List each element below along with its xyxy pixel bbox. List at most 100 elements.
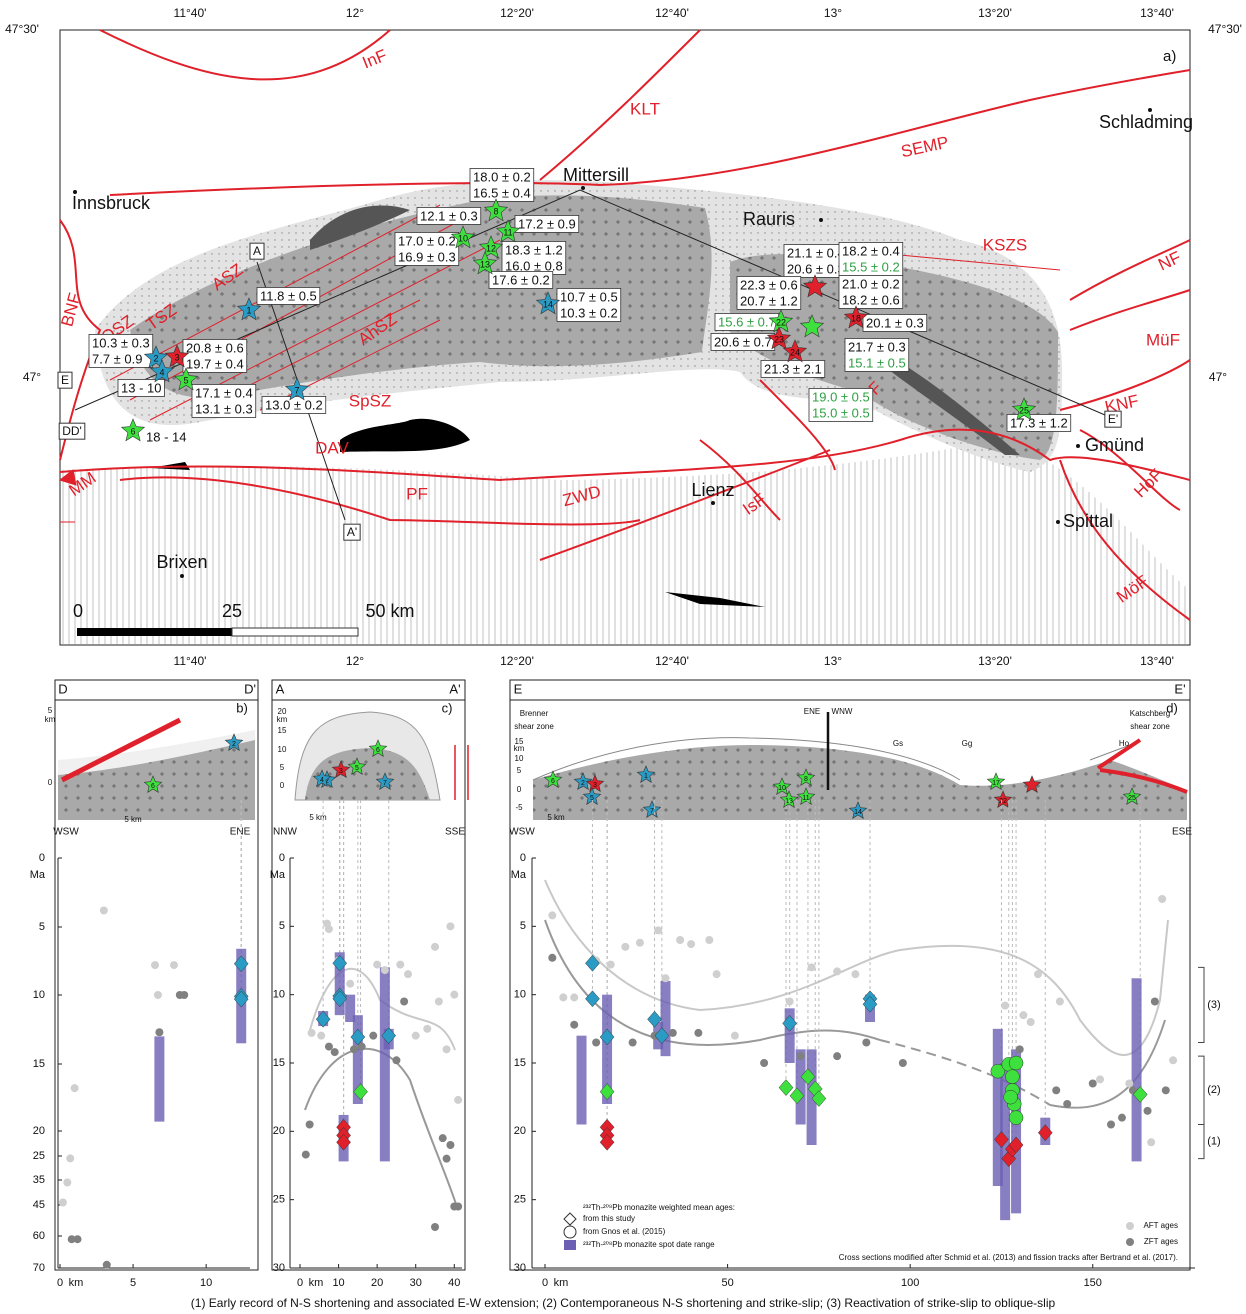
y-tick-label: 0 bbox=[279, 852, 285, 864]
age-label: 17.6 ± 0.2 bbox=[488, 271, 554, 289]
aft-age bbox=[1169, 1056, 1178, 1065]
aft-age bbox=[99, 906, 108, 915]
direction-label: WSW bbox=[509, 827, 535, 838]
aft-age bbox=[635, 938, 644, 947]
panel-header: A bbox=[276, 681, 285, 696]
section-b-fault bbox=[60, 717, 182, 783]
age-label: 17.1 ± 0.413.1 ± 0.3 bbox=[191, 384, 257, 418]
x-tick-label: 20 bbox=[371, 1277, 383, 1289]
y-tick-label: 20 bbox=[514, 1125, 526, 1137]
lon-label: 13°40' bbox=[1140, 6, 1174, 20]
section-text: 15 bbox=[515, 737, 524, 746]
monazite-age bbox=[654, 1027, 670, 1045]
age-label: 12.1 ± 0.3 bbox=[416, 207, 482, 225]
aft-age bbox=[621, 942, 630, 951]
age-box bbox=[469, 168, 535, 202]
zft-age bbox=[694, 1028, 703, 1037]
gnos-age bbox=[1008, 1055, 1024, 1071]
sample-star bbox=[848, 801, 868, 819]
x-tick-label: 150 bbox=[1084, 1277, 1102, 1289]
aft-age bbox=[396, 960, 405, 969]
y-unit: Ma bbox=[511, 869, 527, 881]
section-text: 15 bbox=[278, 726, 287, 735]
sample-star bbox=[573, 772, 593, 790]
aft-age bbox=[1158, 895, 1167, 903]
x-tick-label: 10 bbox=[200, 1277, 212, 1289]
zft-age bbox=[357, 1042, 366, 1051]
age-text: 19.7 ± 0.4 bbox=[186, 356, 244, 371]
sample-star bbox=[236, 297, 262, 321]
town-dot bbox=[180, 574, 184, 578]
age-label: 21.7 ± 0.315.1 ± 0.5 bbox=[844, 338, 910, 372]
panel-label: a) bbox=[1163, 48, 1176, 65]
aft-age bbox=[404, 970, 412, 979]
legend-zft bbox=[1126, 1238, 1134, 1246]
age-text: 18.0 ± 0.2 bbox=[473, 169, 531, 184]
sample-star bbox=[1022, 775, 1042, 793]
aft-age bbox=[442, 1045, 451, 1054]
zft-age bbox=[330, 1048, 339, 1057]
age-box bbox=[182, 339, 248, 373]
monazite-age bbox=[585, 954, 600, 972]
zft-age bbox=[431, 1223, 439, 1231]
sample-id: 4 bbox=[159, 367, 164, 377]
sample-id: 25 bbox=[1128, 795, 1136, 802]
age-box bbox=[1006, 414, 1072, 432]
age-box bbox=[191, 384, 257, 418]
regime-bracket bbox=[1198, 966, 1205, 1043]
direction-label: WSW bbox=[53, 827, 79, 838]
zft-age bbox=[305, 1120, 314, 1129]
zft-age bbox=[796, 1052, 805, 1061]
age-text: 10.7 ± 0.5 bbox=[560, 289, 618, 304]
aft-age bbox=[654, 926, 663, 935]
sample-star bbox=[375, 772, 395, 790]
age-text: 13.1 ± 0.3 bbox=[195, 401, 253, 416]
monazite-age bbox=[862, 995, 878, 1013]
sample-star bbox=[149, 359, 175, 383]
age-text: 17.2 ± 0.9 bbox=[518, 216, 576, 231]
sample-id: 2 bbox=[325, 778, 329, 785]
age-text: 15.6 ± 0.7 bbox=[718, 314, 776, 329]
age-box bbox=[256, 287, 321, 305]
section-c-faults bbox=[454, 745, 469, 800]
structure-label: PF bbox=[406, 484, 428, 503]
y-tick-label: 70 bbox=[33, 1262, 45, 1274]
sample-star bbox=[312, 769, 332, 787]
age-box bbox=[88, 334, 154, 368]
sample-star bbox=[993, 790, 1013, 808]
section-text: shear zone bbox=[1130, 722, 1170, 731]
section-text: ENE bbox=[804, 707, 820, 716]
aft-age bbox=[307, 1028, 316, 1037]
x-tick-label: 0 bbox=[57, 1277, 63, 1289]
age-box bbox=[501, 241, 567, 275]
sample-star bbox=[782, 339, 808, 363]
lon-label: 12°40' bbox=[655, 6, 689, 20]
age-text: 20.6 ± 0.7 bbox=[714, 334, 772, 349]
legend-text: from Gnos et al. (2015) bbox=[583, 1227, 666, 1236]
sample-id: 11 bbox=[503, 227, 512, 237]
regime-label: (2) bbox=[1207, 1084, 1220, 1096]
section-text: 5 bbox=[48, 706, 53, 715]
age-box bbox=[808, 388, 874, 422]
label-box bbox=[58, 422, 86, 440]
zft-age bbox=[446, 1141, 455, 1149]
town-label: Schladming bbox=[1099, 112, 1193, 132]
section-d-cover bbox=[532, 737, 1131, 781]
section-text: Gg bbox=[962, 739, 973, 748]
section-text: Ho bbox=[1119, 739, 1130, 748]
y-tick-label: 0 bbox=[39, 852, 45, 864]
legend-text: ZFT ages bbox=[1144, 1237, 1178, 1246]
aft-age bbox=[1055, 997, 1064, 1006]
zft-age bbox=[180, 991, 189, 999]
aft-age bbox=[785, 997, 794, 1006]
southern-alps bbox=[60, 440, 1190, 645]
sample-star bbox=[799, 314, 825, 338]
sample-id: 7 bbox=[383, 780, 387, 787]
sample-id: 23 bbox=[774, 334, 784, 344]
section-text: 10 bbox=[278, 745, 287, 754]
sample-id: 14 bbox=[854, 809, 862, 816]
zft-age bbox=[1150, 997, 1159, 1006]
panel-header: A' bbox=[449, 681, 460, 696]
direction-label: ESE bbox=[1172, 827, 1192, 838]
